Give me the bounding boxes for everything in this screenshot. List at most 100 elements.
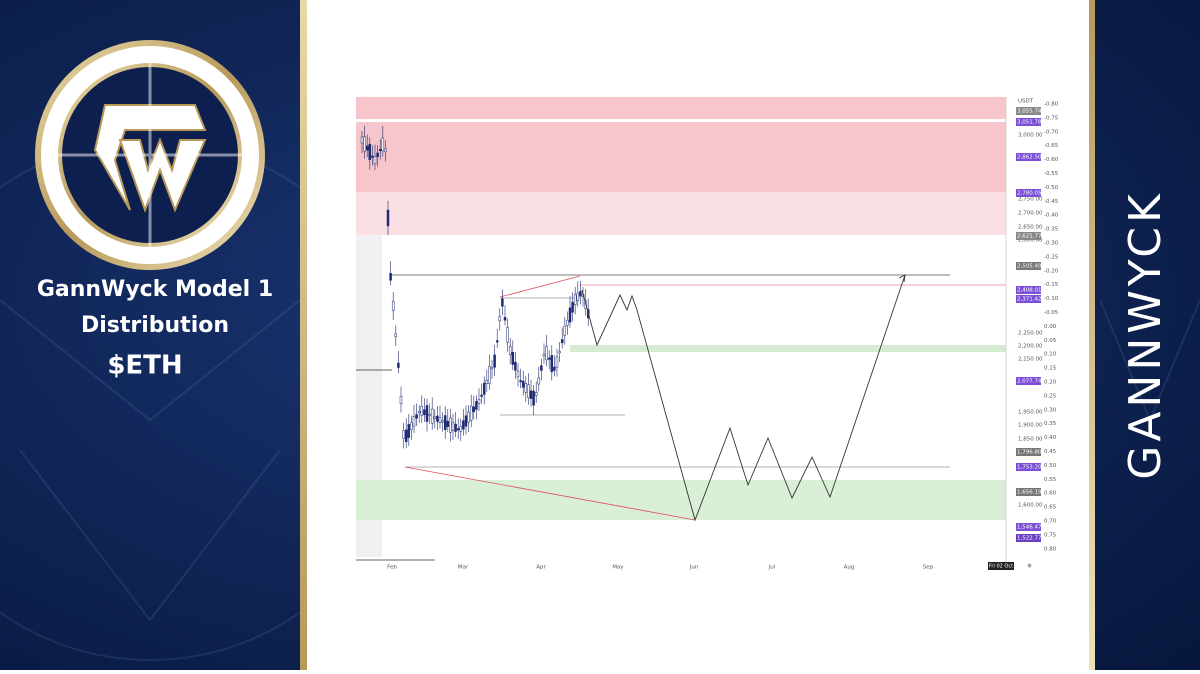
candle [495, 340, 499, 343]
candle [498, 316, 502, 322]
ratio-tick: -0.20 [1044, 268, 1059, 274]
price-tick: 2,200.00 [1018, 344, 1043, 350]
candle [402, 430, 405, 439]
candle [485, 379, 489, 384]
candle [469, 405, 473, 421]
ratio-tick: -0.05 [1044, 310, 1059, 316]
ratio-tick: 0.00 [1044, 324, 1057, 330]
levels [356, 97, 1007, 565]
price-tick: 1,600.00 [1018, 503, 1043, 509]
candle [519, 380, 522, 383]
candle [441, 420, 444, 423]
date-badge-bg [988, 562, 1014, 570]
candle [454, 423, 457, 432]
ticker: $ETH [107, 351, 182, 381]
ratio-tick: 0.80 [1044, 546, 1057, 552]
price-badge: 2,077.74 [1017, 379, 1042, 385]
candle [381, 137, 385, 152]
candle [420, 406, 424, 416]
candle [451, 422, 455, 431]
price-badge: 1,796.80 [1017, 450, 1042, 456]
candle [373, 156, 377, 164]
candle [529, 390, 533, 399]
price-tick: 2,150.00 [1018, 357, 1043, 363]
candle [399, 396, 403, 404]
candle [545, 346, 548, 361]
candle [482, 382, 486, 395]
candle [563, 325, 567, 336]
month-label: Apr [536, 565, 546, 571]
price-tick: 2,600.00 [1018, 238, 1043, 244]
price-badge: 2,780.05 [1017, 191, 1042, 197]
month-label: May [612, 565, 624, 571]
price-badge: 1,522.77 [1017, 536, 1042, 542]
candle [516, 370, 520, 378]
candle [547, 357, 551, 360]
price-badge: 2,371.42 [1017, 297, 1042, 303]
ratio-tick: -0.55 [1044, 171, 1059, 177]
title: GannWyck Model 1 [37, 277, 273, 302]
candle [550, 355, 554, 373]
candle [540, 365, 543, 371]
price-badge: 1,656.19 [1017, 490, 1042, 496]
support-band [570, 345, 1006, 352]
candle [378, 149, 382, 152]
ratio-tick: 0.35 [1044, 421, 1057, 427]
supply-zone-light [356, 192, 1006, 235]
chart: USDT Fri 02 Oct ⚙ 3,000.00 2,750.00 2,700.… [356, 97, 1059, 571]
candle [446, 420, 450, 427]
candle [475, 401, 478, 410]
price-tick: 2,750.00 [1018, 197, 1043, 203]
candle [493, 354, 496, 368]
subtitle: Distribution [81, 313, 229, 338]
ratio-tick: -0.40 [1044, 213, 1059, 219]
ratio-tick: 0.40 [1044, 435, 1057, 441]
price-badge: 2,621.77 [1017, 234, 1042, 240]
projection-arrow [898, 274, 906, 283]
ratio-tick: 0.20 [1044, 380, 1057, 386]
candle [490, 367, 494, 370]
candle [430, 408, 434, 424]
candle [508, 346, 512, 355]
icon: ⚙ [1027, 564, 1032, 570]
candle [368, 144, 372, 160]
price-tick: 2,250.00 [1018, 331, 1043, 337]
price-badge-bg [1016, 448, 1041, 456]
date-badge: Fri 02 Oct [989, 564, 1013, 570]
month-label: Jul [768, 565, 776, 571]
brand: GANNWYCK [1120, 190, 1171, 480]
candle [488, 366, 491, 384]
ratio-tick: 0.05 [1044, 338, 1057, 344]
ratio-tick: 0.10 [1044, 352, 1057, 358]
candle [566, 319, 569, 326]
candle [472, 406, 476, 412]
ratio-tick: -0.50 [1044, 185, 1059, 191]
ratio-tick: -0.10 [1044, 296, 1059, 302]
logo [35, 40, 265, 270]
candle [514, 361, 517, 371]
candle [542, 353, 546, 357]
price-badge: 2,505.49 [1017, 264, 1042, 270]
ratio-tick: 0.25 [1044, 393, 1057, 399]
ratio-tick: -0.70 [1044, 129, 1059, 135]
candle [438, 417, 442, 423]
currency: USDT [1018, 99, 1034, 105]
candle [553, 366, 556, 371]
candle [503, 316, 507, 321]
price-badge: 2,862.50 [1017, 155, 1042, 161]
candle [443, 415, 447, 430]
candle [376, 152, 379, 157]
candle [371, 155, 374, 158]
ratio-tick: 0.60 [1044, 491, 1057, 497]
month-label: Aug [844, 565, 855, 571]
candle [555, 356, 559, 368]
candle [410, 422, 413, 431]
candle [480, 394, 483, 397]
price-badge-bg [1016, 523, 1041, 531]
candle [397, 362, 400, 368]
candle [524, 382, 528, 393]
candle [436, 415, 439, 422]
candle [394, 333, 398, 337]
price-badge-bg [1016, 153, 1041, 161]
